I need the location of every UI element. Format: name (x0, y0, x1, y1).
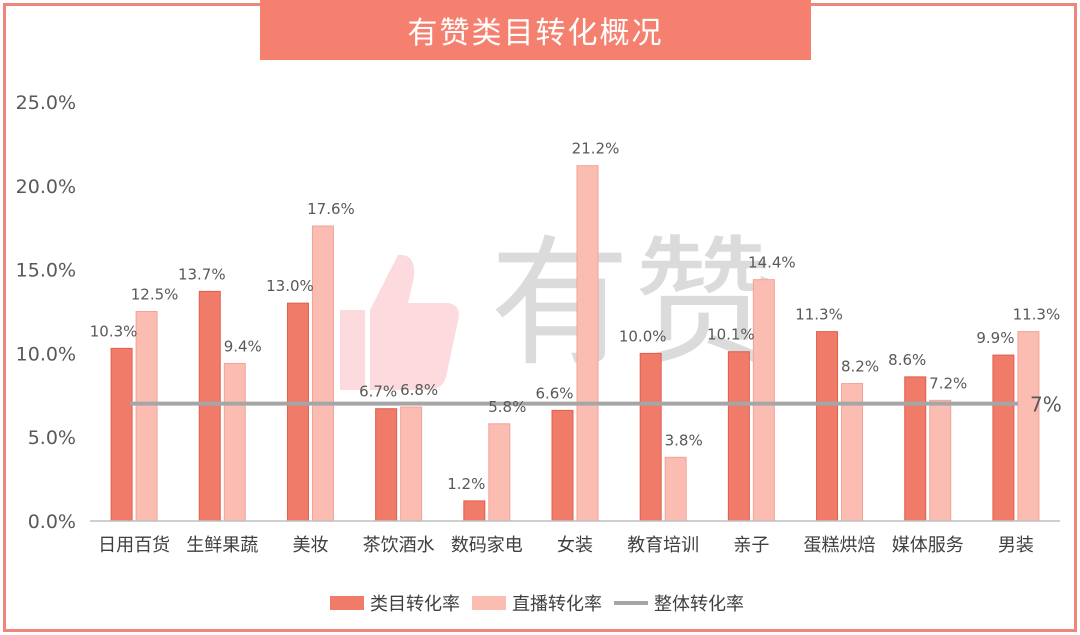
data-label-live-rate: 5.8% (488, 398, 526, 416)
overall-rate-label: 7% (1030, 393, 1062, 417)
bar-live-rate (135, 311, 158, 522)
data-label-category-rate: 10.3% (90, 322, 138, 340)
data-labels: 10.3% 12.5% 13.7% 9.4% 13.0% 17.6% 6.7% 6.8% 1.2… (90, 140, 1060, 493)
x-axis: 日用百货 生鲜果蔬 美妆 茶饮酒水 数码家电 女装 教育培训 亲子 蛋糕烘焙 媒体服务 男装 (98, 535, 1034, 556)
data-label-live-rate: 14.4% (748, 254, 796, 272)
data-label-category-rate: 10.0% (619, 327, 667, 345)
data-label-category-rate: 10.1% (707, 326, 755, 344)
bar-live-rate (929, 399, 952, 522)
y-tick-label: 15.0% (16, 260, 76, 282)
data-label-live-rate: 21.2% (572, 140, 620, 158)
data-label-live-rate: 7.2% (929, 374, 967, 392)
bar-live-rate (752, 279, 775, 522)
legend-swatch-live-rate (472, 596, 506, 610)
x-tick-label: 生鲜果蔬 (186, 535, 258, 556)
bar-category-rate (551, 409, 574, 522)
bar-category-rate (375, 408, 398, 522)
y-axis: 0.0% 5.0% 10.0% 15.0% 20.0% 25.0% (16, 92, 76, 533)
y-tick-label: 10.0% (16, 343, 76, 365)
bar-category-rate (286, 302, 309, 522)
bar-live-rate (1017, 331, 1040, 522)
data-label-category-rate: 13.7% (178, 265, 226, 283)
x-tick-label: 日用百货 (98, 535, 170, 556)
data-label-live-rate: 9.4% (224, 337, 262, 355)
bar-category-rate (992, 354, 1015, 522)
x-tick-label: 蛋糕烘焙 (804, 535, 876, 556)
data-label-category-rate: 1.2% (447, 475, 485, 493)
legend-label: 类目转化率 (370, 594, 460, 615)
x-tick-label: 教育培训 (627, 535, 699, 556)
data-label-live-rate: 6.8% (400, 381, 438, 399)
x-tick-label: 美妆 (292, 535, 328, 556)
bar-category-rate (110, 347, 133, 522)
y-tick-label: 25.0% (16, 92, 76, 114)
reference-line-group: 7% (130, 393, 1062, 417)
bar-live-rate (223, 362, 246, 522)
data-label-category-rate: 8.6% (888, 351, 926, 369)
data-label-category-rate: 11.3% (795, 306, 843, 324)
chart-frame (3, 3, 1077, 632)
data-label-category-rate: 9.9% (976, 329, 1014, 347)
bar-live-rate (400, 406, 423, 522)
x-tick-label: 女装 (557, 535, 593, 556)
bars (110, 165, 1040, 522)
bar-category-rate (198, 290, 221, 522)
data-label-live-rate: 8.2% (841, 358, 879, 376)
legend-swatch-category-rate (330, 596, 364, 610)
bar-category-rate (727, 351, 750, 522)
bar-live-rate (664, 456, 687, 522)
x-tick-label: 男装 (998, 535, 1034, 556)
data-label-live-rate: 12.5% (131, 286, 179, 304)
bar-category-rate (816, 331, 839, 522)
data-label-category-rate: 13.0% (266, 277, 314, 295)
data-label-category-rate: 6.6% (535, 384, 573, 402)
bar-category-rate (463, 500, 486, 522)
data-label-live-rate: 11.3% (1013, 306, 1061, 324)
y-tick-label: 5.0% (28, 427, 76, 449)
bar-category-rate (639, 352, 662, 522)
bar-live-rate (576, 165, 599, 522)
x-tick-label: 数码家电 (451, 535, 523, 556)
y-tick-label: 20.0% (16, 176, 76, 198)
legend: 类目转化率 直播转化率 整体转化率 (330, 594, 744, 615)
x-tick-label: 亲子 (733, 535, 769, 556)
bar-live-rate (311, 225, 334, 522)
y-tick-label: 0.0% (28, 511, 76, 533)
data-label-live-rate: 3.8% (665, 431, 703, 449)
data-label-category-rate: 6.7% (359, 383, 397, 401)
x-tick-label: 茶饮酒水 (363, 535, 435, 556)
bar-category-rate (904, 376, 927, 522)
x-tick-label: 媒体服务 (892, 535, 964, 556)
chart-title: 有赞类目转化概况 (260, 0, 811, 60)
bar-live-rate (488, 423, 511, 522)
legend-label: 整体转化率 (654, 594, 744, 615)
legend-label: 直播转化率 (512, 594, 602, 615)
data-label-live-rate: 17.6% (307, 200, 355, 218)
